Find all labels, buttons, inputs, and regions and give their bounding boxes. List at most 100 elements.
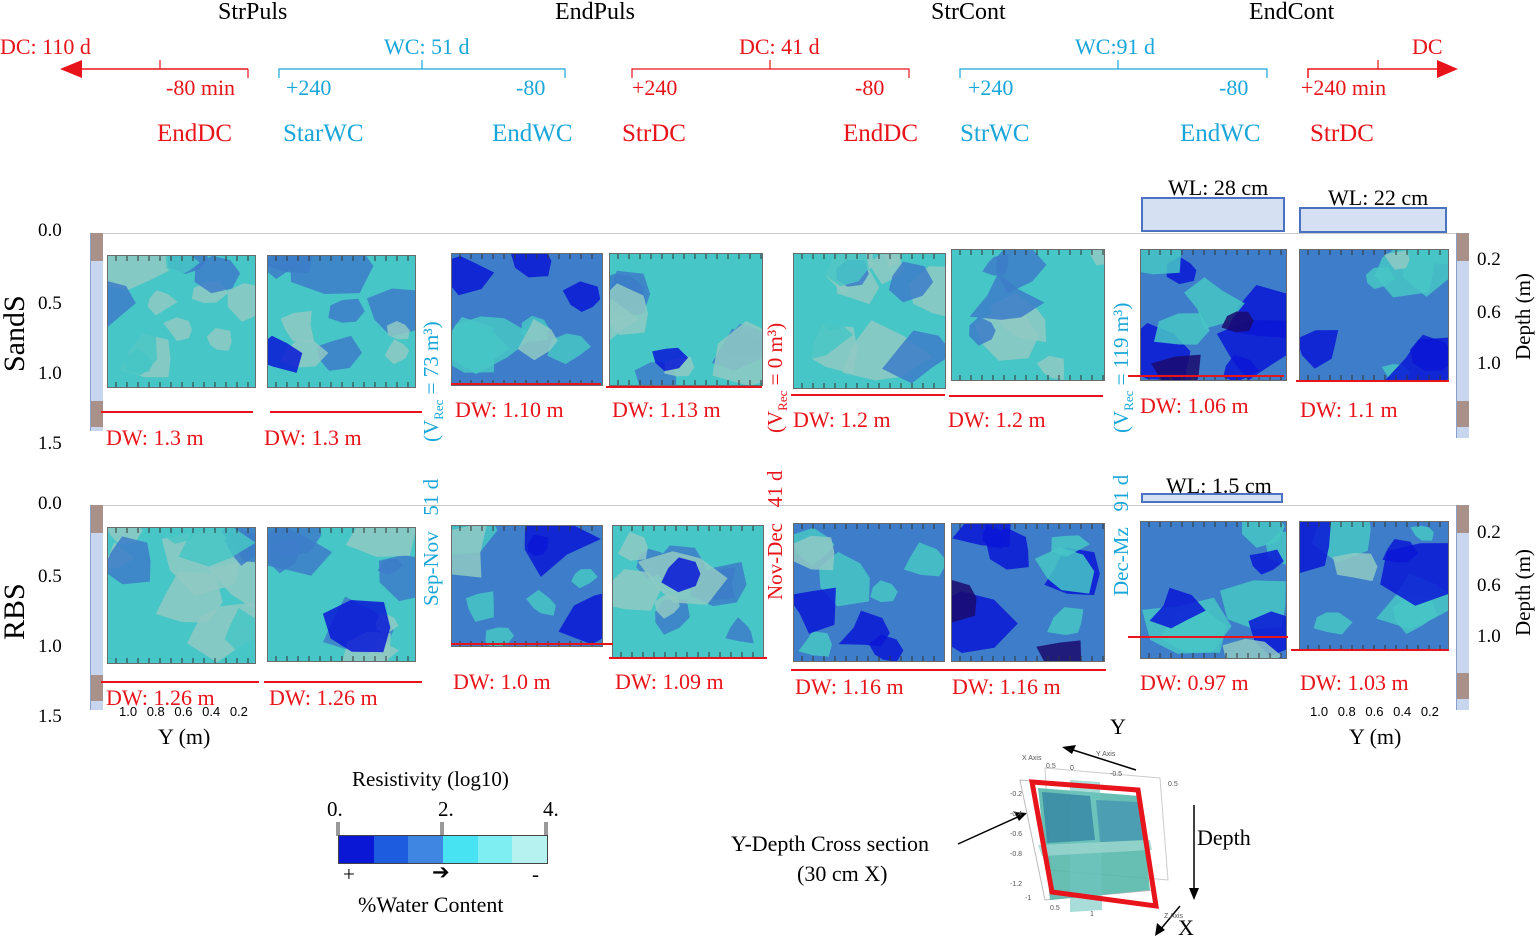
recharge-volume-label: (VRec = 0 m³)	[763, 322, 791, 433]
dw-label: DW: 1.1 m	[1300, 397, 1398, 422]
depth-tick: 1.0	[38, 636, 62, 657]
inset-tick-label: -1	[1025, 895, 1031, 902]
event-label: StrWC	[960, 120, 1030, 147]
event-label: EndWC	[1180, 120, 1261, 147]
legend-tick-marks	[336, 822, 548, 836]
dw-label: DW: 1.3 m	[106, 425, 204, 450]
inset-tick-label: -0.2	[1010, 791, 1022, 798]
dw-label: DW: 1.2 m	[793, 407, 891, 432]
legend-plus: +	[343, 862, 355, 886]
y-axis-label: Y (m)	[158, 724, 211, 749]
depth-tick: 0.5	[38, 566, 62, 587]
inset-tick-label: 0	[1070, 765, 1074, 772]
dw-label: DW: 1.3 m	[264, 425, 362, 450]
dw-line	[101, 411, 253, 413]
inset-tick-label: -0.5	[1110, 771, 1122, 778]
dw-line	[451, 643, 613, 645]
phase-label: StrCont	[931, 0, 1006, 25]
depth-scale-bar	[90, 233, 103, 431]
dw-label: DW: 0.97 m	[1140, 670, 1249, 695]
dw-line	[264, 681, 422, 683]
resistivity-panel	[1140, 521, 1287, 659]
event-label: EndDC	[843, 120, 918, 147]
dw-line	[949, 395, 1103, 397]
water-level-box	[1141, 493, 1283, 503]
baseline	[90, 233, 1468, 234]
time-offset: -80	[1219, 75, 1249, 100]
resistivity-panel	[612, 525, 764, 658]
resistivity-panel	[793, 523, 945, 662]
dw-label: DW: 1.0 m	[453, 669, 551, 694]
legend-tick: 4.	[543, 797, 559, 821]
callout-label: (30 cm X)	[797, 861, 888, 886]
depth-tick: 1.0	[1477, 626, 1501, 647]
depth-tick: 0.2	[1477, 522, 1501, 543]
dw-line	[1291, 649, 1449, 651]
inset-tick-label: -0.8	[1010, 851, 1022, 858]
season-label: Dec-Mz 91 d	[1109, 474, 1133, 596]
phase-label: StrPuls	[218, 0, 288, 25]
depth-tick: 0.6	[1477, 575, 1501, 596]
resistivity-panel	[267, 527, 416, 662]
dw-label: DW: 1.26 m	[106, 685, 215, 710]
depth-tick: 0.5	[38, 293, 62, 314]
baseline	[90, 505, 1468, 506]
legend-title: Resistivity (log10)	[352, 767, 509, 791]
resistivity-panel	[1299, 249, 1449, 381]
time-offset: +240	[968, 75, 1014, 100]
inset-tick-label: 0.5	[1046, 763, 1056, 770]
season-label: Nov-Dec 41 d	[763, 470, 787, 600]
depth-tick: 1.5	[38, 433, 62, 454]
event-label: StarWC	[283, 120, 364, 147]
depth-scale-bar	[90, 505, 103, 710]
dw-label: DW: 1.06 m	[1140, 393, 1249, 418]
legend-caption: %Water Content	[358, 892, 504, 917]
y-axis-ticks: 1.0 0.8 0.6 0.4 0.2	[119, 704, 248, 719]
resistivity-panel	[107, 255, 256, 388]
time-offset: +240	[286, 75, 332, 100]
timeline-brackets	[60, 60, 1458, 78]
inset-tick-label: 0.5	[1050, 905, 1060, 912]
season-label: Sep-Nov 51 d	[419, 478, 443, 606]
dw-label: DW: 1.13 m	[612, 397, 721, 422]
dw-label: DW: 1.16 m	[795, 674, 904, 699]
inset-axis-label: X Axis	[1022, 755, 1042, 762]
water-level-box	[1299, 207, 1447, 233]
arrow-right-icon: ➔	[432, 860, 450, 884]
resistivity-panel	[107, 527, 256, 664]
time-offset: -80	[516, 75, 546, 100]
event-label: EndDC	[157, 120, 232, 147]
duration-label: DC: 110 d	[0, 34, 91, 59]
event-label: EndWC	[492, 120, 573, 147]
colorbar-swatch	[339, 836, 374, 863]
event-label: StrDC	[622, 120, 686, 147]
inset-tick-label: 0.5	[1168, 781, 1178, 788]
inset-axis-label: Y Axis	[1096, 751, 1116, 758]
resistivity-panel	[1140, 249, 1287, 381]
inset-axis-label: Z Axis	[1164, 913, 1184, 920]
recharge-volume-label: (VRec = 73 m³)	[419, 321, 447, 442]
colorbar-swatch	[443, 836, 478, 863]
depth-scale-bar	[1456, 505, 1469, 710]
dw-label: DW: 1.09 m	[615, 669, 724, 694]
dw-line	[1128, 636, 1288, 638]
duration-label: DC: 41 d	[739, 34, 820, 59]
dw-line	[791, 394, 945, 396]
resistivity-panel	[451, 525, 603, 647]
dw-line	[606, 386, 762, 388]
dw-label: DW: 1.26 m	[269, 685, 378, 710]
depth-scale-bar	[1456, 233, 1469, 438]
legend-tick: 0.	[327, 797, 343, 821]
phase-label: EndCont	[1249, 0, 1335, 25]
y-axis-ticks: 1.0 0.8 0.6 0.4 0.2	[1310, 704, 1439, 719]
resistivity-panel	[951, 523, 1105, 662]
time-offset: -80 min	[166, 75, 236, 100]
callout-label: Y-Depth Cross section	[731, 831, 929, 856]
depth-tick: 1.0	[38, 363, 62, 384]
phase-label: EndPuls	[555, 0, 636, 25]
dw-label: DW: 1.16 m	[952, 674, 1061, 699]
depth-axis-label: Depth (m)	[1511, 273, 1535, 360]
recharge-volume-label: (VRec = 119 m³)	[1109, 302, 1137, 433]
resistivity-panel	[793, 253, 946, 389]
time-offset: +240 min	[1301, 75, 1387, 100]
